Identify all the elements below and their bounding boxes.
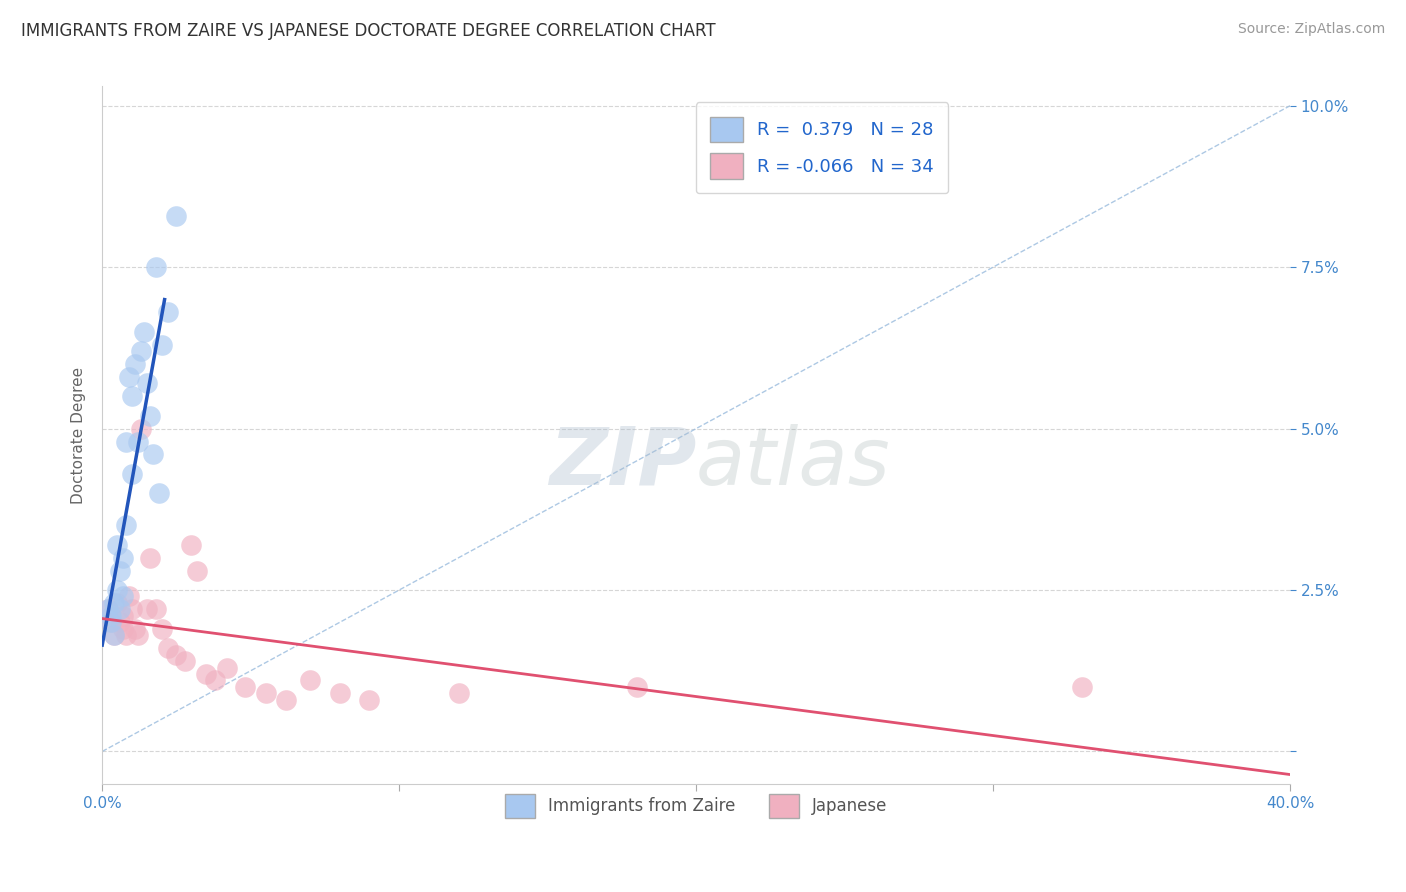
Point — [108, 564, 131, 578]
Point — [111, 622, 134, 636]
Point — [118, 370, 141, 384]
Point — [115, 628, 138, 642]
Point — [138, 550, 160, 565]
Point — [150, 337, 173, 351]
Point — [124, 622, 146, 636]
Point — [115, 434, 138, 449]
Point — [103, 628, 125, 642]
Point — [132, 325, 155, 339]
Text: Source: ZipAtlas.com: Source: ZipAtlas.com — [1237, 22, 1385, 37]
Point — [97, 602, 120, 616]
Point — [121, 389, 143, 403]
Point — [105, 596, 128, 610]
Point — [129, 344, 152, 359]
Point — [156, 305, 179, 319]
Point — [180, 538, 202, 552]
Point — [138, 409, 160, 423]
Point — [100, 615, 122, 630]
Point — [233, 680, 256, 694]
Point — [127, 628, 149, 642]
Text: ZIP: ZIP — [548, 424, 696, 502]
Point — [135, 376, 157, 391]
Point — [329, 686, 352, 700]
Point — [186, 564, 208, 578]
Point — [165, 648, 187, 662]
Point — [118, 590, 141, 604]
Point — [195, 667, 218, 681]
Text: IMMIGRANTS FROM ZAIRE VS JAPANESE DOCTORATE DEGREE CORRELATION CHART: IMMIGRANTS FROM ZAIRE VS JAPANESE DOCTOR… — [21, 22, 716, 40]
Point — [215, 660, 238, 674]
Point — [165, 209, 187, 223]
Point — [447, 686, 470, 700]
Y-axis label: Doctorate Degree: Doctorate Degree — [72, 367, 86, 504]
Point — [299, 673, 322, 688]
Point — [97, 602, 120, 616]
Legend: Immigrants from Zaire, Japanese: Immigrants from Zaire, Japanese — [498, 788, 894, 824]
Point — [108, 615, 131, 630]
Text: atlas: atlas — [696, 424, 891, 502]
Point — [127, 434, 149, 449]
Point — [103, 596, 125, 610]
Point — [111, 550, 134, 565]
Point — [142, 447, 165, 461]
Point — [121, 602, 143, 616]
Point — [111, 590, 134, 604]
Point — [145, 602, 167, 616]
Point — [111, 608, 134, 623]
Point — [135, 602, 157, 616]
Point — [276, 693, 298, 707]
Point — [156, 641, 179, 656]
Point — [150, 622, 173, 636]
Point — [103, 628, 125, 642]
Point — [100, 615, 122, 630]
Point — [174, 654, 197, 668]
Point — [129, 421, 152, 435]
Point — [626, 680, 648, 694]
Point — [359, 693, 381, 707]
Point — [121, 467, 143, 481]
Point — [115, 518, 138, 533]
Point — [108, 602, 131, 616]
Point — [105, 582, 128, 597]
Point — [1071, 680, 1094, 694]
Point — [254, 686, 277, 700]
Point — [100, 608, 122, 623]
Point — [145, 260, 167, 275]
Point — [124, 357, 146, 371]
Point — [148, 486, 170, 500]
Point — [105, 538, 128, 552]
Point — [204, 673, 226, 688]
